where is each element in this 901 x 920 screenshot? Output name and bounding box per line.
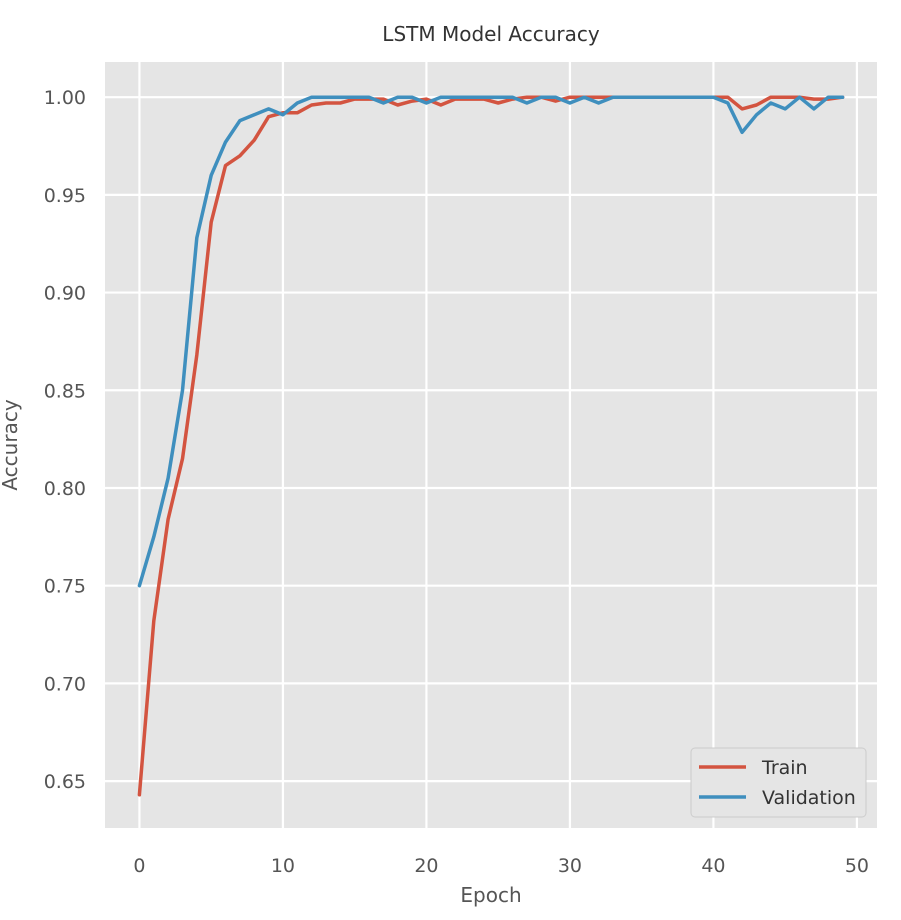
legend-label-validation: Validation (762, 787, 856, 809)
chart-title: LSTM Model Accuracy (382, 22, 600, 46)
x-tick-label: 50 (845, 855, 869, 877)
y-tick-label: 0.65 (44, 771, 86, 793)
x-tick-labels: 0 10 20 30 40 50 (133, 855, 869, 877)
x-tick-label: 40 (701, 855, 725, 877)
y-tick-label: 0.85 (44, 380, 86, 402)
y-tick-label: 0.80 (44, 478, 86, 500)
series-lines (137, 95, 845, 797)
x-axis-label: Epoch (460, 883, 521, 907)
y-tick-label: 0.75 (44, 576, 86, 598)
y-tick-label: 0.70 (44, 673, 86, 695)
y-tick-label: 1.00 (44, 87, 86, 109)
y-tick-label: 0.95 (44, 185, 86, 207)
x-tick-label: 30 (558, 855, 582, 877)
x-tick-label: 0 (133, 855, 145, 877)
plot-background (105, 62, 877, 828)
x-tick-label: 10 (271, 855, 295, 877)
legend-label-train: Train (761, 757, 808, 779)
y-axis-label: Accuracy (0, 399, 22, 490)
y-tick-label: 0.90 (44, 283, 86, 305)
y-tick-labels: 0.65 0.70 0.75 0.80 0.85 0.90 0.95 1.00 (44, 87, 86, 793)
legend: Train Validation (690, 747, 867, 818)
series-line-train (137, 95, 845, 797)
series-line-validation (137, 95, 845, 588)
x-tick-label: 20 (414, 855, 438, 877)
